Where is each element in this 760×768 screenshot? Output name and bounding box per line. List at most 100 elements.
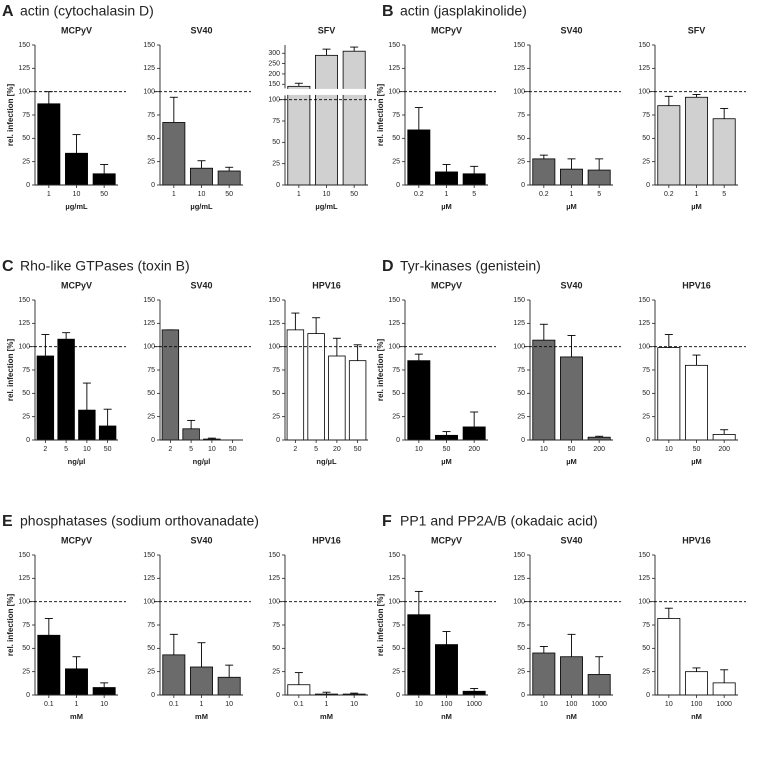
y-tick-label: 25	[22, 414, 30, 421]
subplot-title: SV40	[560, 25, 582, 35]
y-tick-label: 25	[392, 669, 400, 676]
bar	[315, 54, 338, 186]
x-tick-label: 10	[83, 446, 91, 453]
bar	[190, 666, 213, 696]
y-axis-label: rel. infection [%]	[376, 84, 385, 147]
bar	[65, 668, 88, 696]
bar	[685, 364, 708, 441]
x-tick-label: 0.2	[664, 191, 674, 198]
y-tick-label: 25	[642, 669, 650, 676]
subplot-title: MCPyV	[61, 25, 92, 35]
x-axis-label: µM	[691, 457, 702, 466]
subplot-title: HPV16	[682, 535, 711, 545]
subplot-title: SV40	[190, 280, 212, 290]
y-tick-label: 150	[513, 42, 525, 49]
bar	[560, 656, 583, 696]
panel-letter: B	[382, 3, 394, 20]
y-tick-label: 125	[638, 65, 650, 72]
y-tick-label: 75	[272, 118, 280, 125]
bar	[37, 103, 61, 186]
y-tick-label: 125	[143, 320, 155, 327]
y-tick-label: 100	[268, 344, 280, 351]
bar	[435, 644, 458, 696]
y-tick-label: 25	[22, 159, 30, 166]
panel-letter: D	[382, 258, 394, 275]
x-tick-label: 10	[100, 701, 108, 708]
bar	[348, 360, 367, 441]
y-tick-label: 150	[388, 42, 400, 49]
y-tick-label: 150	[143, 552, 155, 559]
bar	[435, 171, 458, 186]
x-tick-label: 5	[597, 191, 601, 198]
y-tick-label: 75	[272, 622, 280, 629]
y-tick-label: 150	[638, 42, 650, 49]
x-tick-label: 10	[540, 701, 548, 708]
x-axis-label: mM	[320, 712, 333, 721]
bar	[78, 409, 96, 441]
y-tick-label: 100	[143, 89, 155, 96]
x-tick-label: 10	[415, 446, 423, 453]
panel-letter: F	[382, 513, 392, 530]
y-tick-label: 75	[272, 367, 280, 374]
y-tick-label: 0	[646, 692, 650, 699]
y-tick-label: 25	[147, 414, 155, 421]
bar	[217, 170, 241, 186]
y-tick-label: 125	[18, 320, 30, 327]
x-axis-label: ng/µl	[193, 457, 211, 466]
y-tick-label: 125	[18, 65, 30, 72]
y-tick-label: 50	[642, 390, 650, 397]
subplot-title: SFV	[688, 25, 706, 35]
bar	[462, 426, 486, 441]
bar	[98, 425, 117, 441]
x-tick-label: 0.1	[294, 701, 304, 708]
bar	[712, 682, 736, 696]
y-tick-label: 50	[392, 135, 400, 142]
axis-break	[281, 88, 370, 95]
y-tick-label: 25	[392, 159, 400, 166]
y-tick-label: 0	[276, 437, 280, 444]
y-tick-label: 25	[147, 159, 155, 166]
bar	[407, 129, 431, 186]
y-tick-label: 150	[638, 552, 650, 559]
y-tick-label: 0	[276, 692, 280, 699]
x-axis-label: µM	[566, 202, 577, 211]
y-tick-label: 75	[392, 112, 400, 119]
x-tick-label: 50	[693, 446, 701, 453]
subplot-title: MCPyV	[431, 25, 462, 35]
panel-letter: C	[2, 258, 14, 275]
y-tick-label: 150	[268, 81, 280, 88]
y-tick-label: 250	[268, 60, 280, 67]
y-tick-label: 150	[513, 297, 525, 304]
y-tick-label: 125	[18, 575, 30, 582]
x-tick-label: 5	[189, 446, 193, 453]
subplot-title: MCPyV	[61, 280, 92, 290]
y-tick-label: 75	[22, 112, 30, 119]
y-tick-label: 75	[642, 622, 650, 629]
bar	[162, 654, 186, 696]
y-tick-label: 0	[26, 692, 30, 699]
x-tick-label: 10	[665, 701, 673, 708]
subplot-title: MCPyV	[431, 535, 462, 545]
bar	[532, 339, 556, 441]
x-tick-label: 1	[75, 701, 79, 708]
x-axis-label: µg/mL	[315, 202, 338, 211]
y-tick-label: 150	[268, 552, 280, 559]
y-tick-label: 100	[388, 599, 400, 606]
x-tick-label: 0.2	[414, 191, 424, 198]
y-tick-label: 25	[517, 414, 525, 421]
y-tick-label: 125	[638, 320, 650, 327]
x-axis-label: nM	[441, 712, 452, 721]
y-axis-label: rel. infection [%]	[6, 84, 15, 147]
subplot-title: SV40	[190, 535, 212, 545]
y-tick-label: 125	[143, 575, 155, 582]
y-tick-label: 100	[388, 344, 400, 351]
x-tick-label: 50	[229, 446, 237, 453]
bar	[57, 338, 75, 441]
y-tick-label: 0	[276, 182, 280, 189]
x-tick-label: 200	[718, 446, 730, 453]
x-tick-label: 50	[100, 191, 108, 198]
x-tick-label: 2	[293, 446, 297, 453]
subplot-title: SV40	[560, 280, 582, 290]
x-tick-label: 5	[64, 446, 68, 453]
bar	[462, 690, 486, 696]
